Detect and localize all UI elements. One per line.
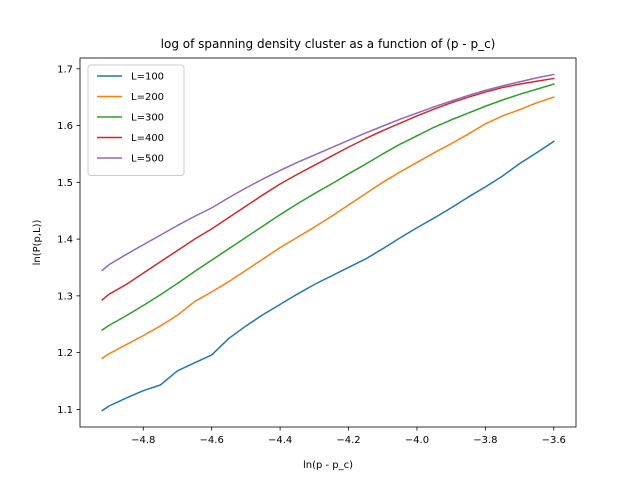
y-tick-label: 1.3 bbox=[57, 291, 73, 302]
y-tick-label: 1.2 bbox=[57, 348, 73, 359]
legend-box bbox=[87, 64, 185, 176]
y-axis-label: ln(P(p,L)) bbox=[32, 219, 43, 265]
series-line-l-200 bbox=[101, 96, 555, 360]
legend-label: L=400 bbox=[131, 133, 164, 144]
y-tick-label: 1.1 bbox=[57, 405, 73, 416]
y-tick-label: 1.5 bbox=[57, 178, 73, 189]
x-axis-ticks: −4.8 −4.6 −4.4 −4.2 −4.0 −3.8 −3.6 bbox=[131, 427, 566, 446]
x-tick-label: −3.6 bbox=[542, 435, 566, 446]
x-tick-label: −4.8 bbox=[131, 435, 155, 446]
series-lines bbox=[101, 73, 555, 412]
y-tick-label: 1.6 bbox=[57, 121, 73, 132]
y-tick-label: 1.4 bbox=[57, 235, 73, 246]
legend-label: L=100 bbox=[131, 72, 164, 83]
legend: L=100 L=200 L=300 L=400 L=500 bbox=[87, 64, 185, 176]
series-line-l-100 bbox=[101, 140, 555, 412]
series-line-l-400 bbox=[101, 77, 555, 301]
x-tick-label: −4.4 bbox=[268, 435, 292, 446]
x-axis-label: ln(p - p_c) bbox=[303, 460, 353, 471]
x-tick-label: −4.0 bbox=[405, 435, 429, 446]
x-tick-label: −3.8 bbox=[473, 435, 497, 446]
series-line-l-300 bbox=[101, 83, 555, 331]
plot-frame bbox=[79, 57, 577, 428]
series-line-l-500 bbox=[101, 73, 555, 272]
chart-title: log of spanning density cluster as a fun… bbox=[161, 37, 496, 51]
x-tick-label: −4.2 bbox=[336, 435, 360, 446]
y-axis-ticks: 1.1 1.2 1.3 1.4 1.5 1.6 1.7 bbox=[57, 64, 80, 416]
x-tick-label: −4.6 bbox=[200, 435, 224, 446]
legend-label: L=300 bbox=[131, 113, 164, 124]
legend-label: L=500 bbox=[131, 154, 164, 165]
legend-label: L=200 bbox=[131, 92, 164, 103]
y-tick-label: 1.7 bbox=[57, 64, 73, 75]
